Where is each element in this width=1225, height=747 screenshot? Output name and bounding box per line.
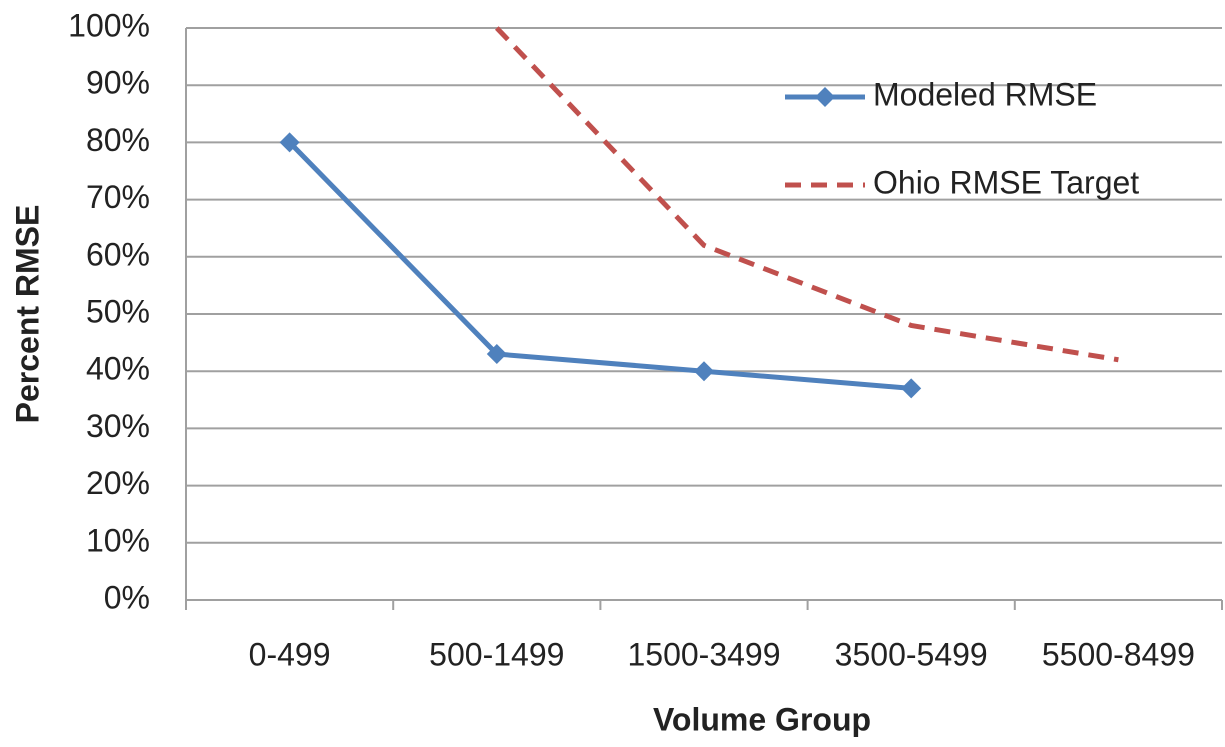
y-tick-label: 50% (86, 293, 150, 329)
legend-label: Ohio RMSE Target (873, 164, 1139, 200)
y-tick-label: 70% (86, 179, 150, 215)
marker (901, 378, 922, 399)
y-tick-label: 40% (86, 351, 150, 387)
legend-label: Modeled RMSE (873, 76, 1097, 112)
x-tick-label: 5500-8499 (1042, 636, 1195, 672)
y-tick-label: 30% (86, 408, 150, 444)
y-tick-label: 100% (68, 7, 150, 43)
marker (279, 132, 300, 153)
y-tick-label: 0% (104, 579, 150, 615)
y-tick-label: 80% (86, 122, 150, 158)
x-tick-label: 1500-3499 (627, 636, 780, 672)
series-line (287, 140, 912, 391)
y-tick-label: 90% (86, 65, 150, 101)
series-line (494, 26, 1119, 363)
marker (486, 344, 507, 365)
x-tick-label: 500-1499 (429, 636, 564, 672)
x-tick-label: 3500-5499 (835, 636, 988, 672)
legend-marker (815, 87, 835, 107)
y-tick-label: 10% (86, 522, 150, 558)
y-tick-label: 20% (86, 465, 150, 501)
x-tick-label: 0-499 (249, 636, 331, 672)
x-axis-title: Volume Group (653, 701, 871, 737)
y-axis-title: Percent RMSE (9, 205, 45, 424)
y-tick-label: 60% (86, 236, 150, 272)
marker (694, 361, 714, 382)
